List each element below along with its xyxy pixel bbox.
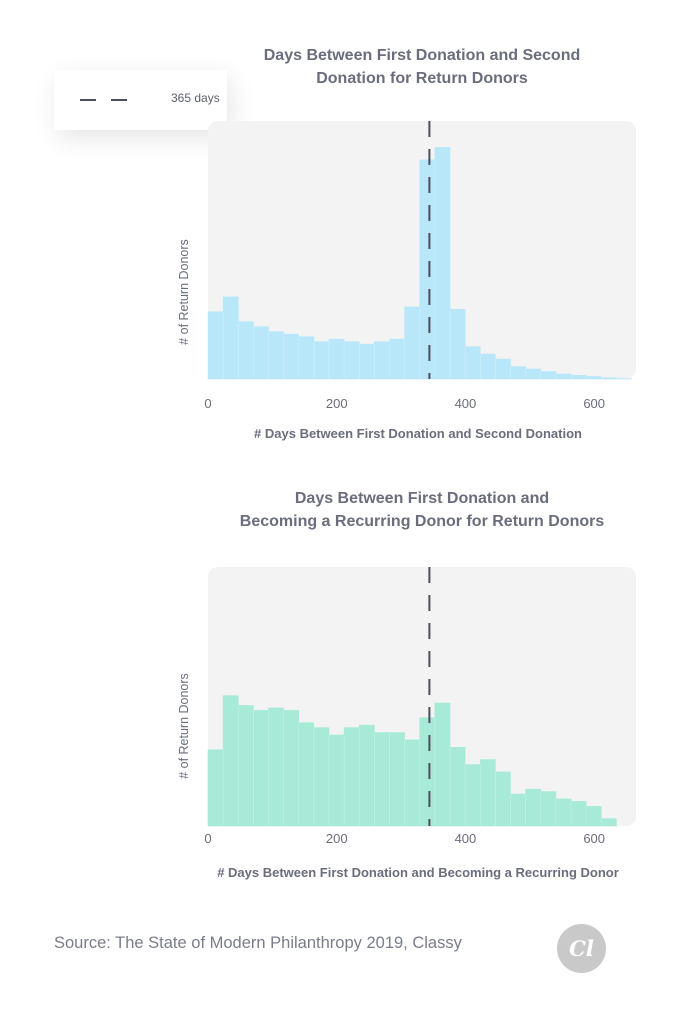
chart-1-bar [585, 376, 602, 380]
chart-1-bar [283, 333, 300, 380]
chart-2-bar [298, 722, 315, 827]
chart-1-bar [525, 368, 542, 380]
chart-1-x-tick-label: 200 [326, 396, 348, 411]
chart-1-bar [207, 311, 224, 380]
chart-1-x-tick-label: 0 [204, 396, 211, 411]
chart-2-bar [419, 717, 436, 827]
chart-1-title-line2: Donation for Return Donors [316, 70, 528, 87]
chart-2-x-axis-label: # Days Between First Donation and Becomi… [217, 865, 619, 880]
chart-2-bar [268, 707, 284, 827]
chart-1-bar [374, 341, 390, 380]
chart-1-bar [419, 159, 436, 380]
chart-2-title-line2: Becoming a Recurring Donor for Return Do… [239, 513, 605, 530]
chart-2-bar [540, 791, 557, 827]
chart-2-bar [585, 806, 602, 827]
chart-2-bar [525, 788, 542, 827]
chart-1-bar [237, 321, 254, 380]
chart-1-x-axis-label: # Days Between First Donation and Second… [254, 426, 582, 441]
chart-2-bar [328, 734, 345, 827]
classy-logo: Cl [557, 924, 606, 973]
chart-2-bar [434, 702, 451, 827]
chart-2-x-tick-label: 400 [455, 831, 477, 846]
chart-1-bar [510, 366, 526, 380]
chart-2-x-tick-label: 0 [204, 831, 211, 846]
chart-2-bar [479, 759, 496, 827]
chart-1-title: Days Between First Donation and Second D… [200, 44, 644, 90]
chart-2-y-axis-label: # of Return Donors [177, 673, 191, 779]
chart-2-bar [222, 695, 239, 827]
chart-2-bar [313, 727, 330, 827]
chart-2-title-line1: Days Between First Donation and [294, 490, 550, 507]
chart-1-bar [222, 296, 239, 380]
chart-1-y-axis-label: # of Return Donors [177, 239, 191, 345]
chart-2-bar [207, 749, 224, 827]
chart-1-bar [464, 346, 481, 380]
legend-label: 365 days [171, 91, 220, 105]
chart-2-bar [389, 732, 405, 827]
chart-1-bar [389, 338, 405, 380]
chart-1-bar [298, 336, 315, 380]
chart-2-bar [570, 801, 587, 827]
source-caption: Source: The State of Modern Philanthropy… [54, 934, 462, 952]
chart-1-bar [253, 326, 269, 380]
chart-1-bar [434, 147, 451, 380]
chart-1-bar [479, 353, 496, 380]
chart-2-title: Days Between First Donation and Becoming… [200, 487, 644, 533]
chart-2-bar [510, 793, 526, 827]
chart-1-bar [268, 331, 284, 380]
chart-1-bar [540, 371, 557, 380]
chart-1-title-line1: Days Between First Donation and Second [263, 47, 581, 64]
chart-2-bar [404, 739, 421, 827]
chart-1-bar [358, 343, 375, 380]
chart-1-bar [449, 308, 466, 380]
chart-1-bar [495, 358, 511, 380]
chart-1-bar [343, 341, 360, 380]
chart-2-x-tick-label: 200 [326, 831, 348, 846]
chart-2-bar [464, 764, 481, 827]
chart-1-bar [600, 377, 617, 380]
chart-2-bar [253, 710, 269, 827]
chart-2-bar [358, 724, 375, 827]
chart-2-bar [374, 732, 390, 827]
legend-card: 365 days [54, 70, 227, 130]
chart-2-bar [343, 727, 360, 827]
dashed-line-legend-icon [80, 99, 127, 101]
chart-2-bar [555, 798, 572, 827]
chart-1-bar [313, 341, 330, 380]
chart-1-bar [404, 306, 421, 380]
chart-1-x-tick-label: 600 [583, 396, 605, 411]
chart-1-bar [570, 374, 587, 380]
chart-2-bar [495, 771, 511, 827]
chart-2-x-tick-label: 600 [583, 831, 605, 846]
chart-1-bar [328, 338, 345, 380]
chart-1-x-tick-label: 400 [455, 396, 477, 411]
chart-1-bar [555, 373, 572, 380]
chart-2-bar [600, 818, 617, 827]
chart-2-bar [449, 746, 466, 827]
chart-2-bar [237, 705, 254, 827]
chart-2-bar [283, 710, 300, 827]
